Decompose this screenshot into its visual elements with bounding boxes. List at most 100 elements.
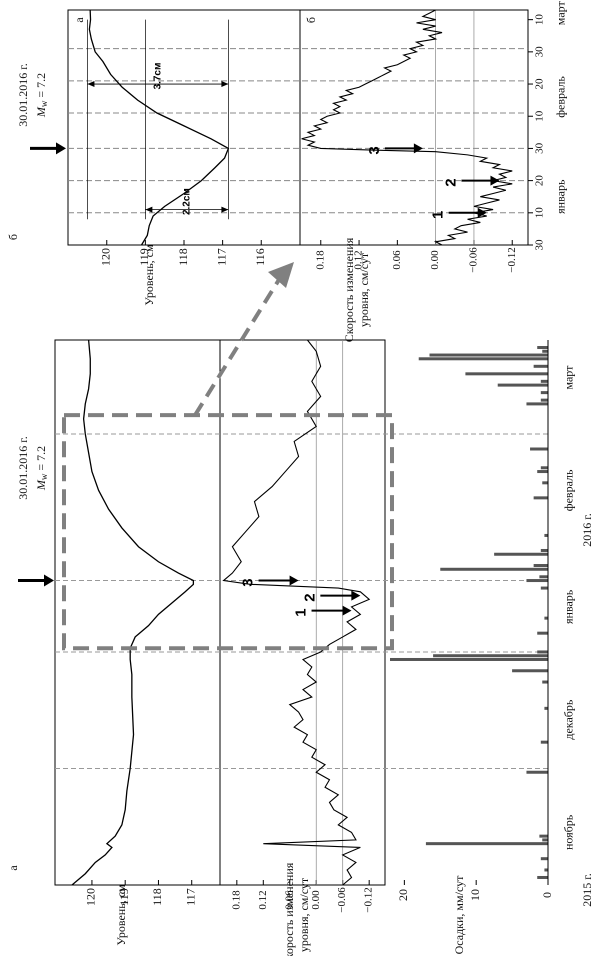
- precip-bar: [433, 654, 548, 658]
- b-event-arrowhead: [490, 175, 500, 186]
- precip-bar: [540, 466, 548, 470]
- b-level-axis-label: Уровень, см: [142, 244, 156, 306]
- precip-bar: [537, 875, 548, 879]
- b-dim-label: 2.2см: [182, 188, 193, 215]
- b-dim-arrowhead: [145, 206, 153, 213]
- precip-bar: [533, 564, 548, 568]
- precip-bar: [425, 842, 548, 846]
- precip-bar: [544, 533, 548, 537]
- rate-tick-label: 0.06: [283, 890, 295, 910]
- precip-bar: [537, 470, 548, 474]
- precip-bar: [512, 669, 548, 673]
- precip-bar: [542, 838, 548, 842]
- panel-b-letter: б: [6, 234, 20, 240]
- rate-tick-label: 0.18: [230, 890, 242, 910]
- precip-bar: [530, 447, 548, 451]
- b-rate-line: [301, 9, 513, 246]
- b-x-tick-label: 30: [534, 46, 546, 58]
- b-x-tick-label: 30: [534, 239, 546, 251]
- precip-tick-label: 0: [540, 892, 554, 898]
- b-event-arrow-label: 3: [366, 146, 383, 154]
- quake-magnitude-value: = 7.2: [34, 446, 48, 474]
- precip-bar: [537, 631, 548, 635]
- precip-bar: [526, 402, 548, 406]
- precip-axis-label: Осадки, мм/сут: [452, 875, 466, 955]
- precip-bar: [540, 740, 548, 744]
- level-line: [71, 339, 195, 886]
- level-tick-label: 118: [150, 888, 164, 906]
- b-level-tick-label: 120: [99, 248, 113, 266]
- b-rate-tick-label: 0.12: [353, 250, 365, 269]
- b-sub-letter-a: а: [72, 17, 86, 23]
- b-x-tick-label: 20: [534, 175, 546, 187]
- b-x-tick-label: 10: [534, 110, 546, 122]
- month-label: февраль: [562, 469, 576, 511]
- b-rate-axis-label-1: Скорость изменения: [342, 237, 356, 342]
- precip-bar: [497, 383, 548, 387]
- b-event-arrow-label: 2: [442, 178, 459, 186]
- precip-bar: [429, 353, 548, 357]
- b-level-tick-label: 119: [137, 248, 151, 266]
- b-rate-tick-label: 0.18: [314, 250, 326, 270]
- precip-bar: [542, 349, 548, 353]
- event-arrowhead: [342, 605, 352, 616]
- rate-tick-label: 0.12: [257, 890, 269, 909]
- rate-tick-label: −0.06: [336, 887, 348, 913]
- zoom-arrowhead: [268, 262, 294, 288]
- event-arrowhead: [289, 575, 299, 586]
- precip-bar: [418, 357, 548, 361]
- panel-a-letter: а: [6, 865, 20, 871]
- level-axis-label: Уровень, см: [114, 884, 128, 946]
- b-dim-arrowhead: [87, 81, 95, 88]
- b-x-tick-label: 30: [534, 142, 546, 154]
- precip-bar: [544, 616, 548, 620]
- zoom-arrow: [193, 276, 282, 417]
- b-quake-magnitude-value: = 7.2: [34, 73, 48, 101]
- level-tick-label: 117: [183, 888, 197, 906]
- b-sub-letter-b: б: [304, 17, 318, 23]
- b-level-tick-label: 118: [176, 248, 190, 266]
- precip-bar: [390, 657, 548, 661]
- event-arrow-label: 2: [301, 593, 318, 601]
- month-label: январь: [562, 589, 576, 624]
- precip-bar: [544, 706, 548, 710]
- event-arrowhead: [351, 590, 361, 601]
- precip-bar: [544, 868, 548, 872]
- b-dim-arrowhead: [221, 206, 229, 213]
- b-event-arrowhead: [413, 143, 423, 154]
- zoom-box: [62, 413, 394, 651]
- b-quake-magnitude-sub: w: [39, 100, 49, 107]
- event-arrow-label: 1: [292, 608, 309, 616]
- b-event-arrow-label: 1: [430, 211, 447, 219]
- b-quake-arrowhead: [56, 142, 66, 155]
- panel-b-frame: [67, 9, 529, 246]
- precip-bar: [533, 364, 548, 368]
- precip-bar: [542, 680, 548, 684]
- b-x-tick-label: 10: [534, 14, 546, 26]
- month-label: ноябрь: [562, 814, 576, 850]
- rate-axis-label-1: Скорость изменения: [282, 862, 296, 956]
- precip-bar: [540, 586, 548, 590]
- quake-date: 30.01.2016 г.: [16, 436, 30, 500]
- precip-bar: [540, 379, 548, 383]
- b-quake-magnitude: Mw = 7.2: [34, 73, 49, 118]
- rate-axis-label-2: уровня, см/сут: [297, 877, 311, 952]
- precip-tick-label: 20: [396, 889, 410, 901]
- b-rate-tick-label: −0.12: [506, 247, 518, 272]
- b-level-tick-label: 116: [253, 248, 267, 266]
- precip-bar: [540, 548, 548, 552]
- b-level-line: [88, 9, 230, 246]
- b-dim-arrowhead: [221, 81, 229, 88]
- event-arrow-label: 3: [240, 578, 257, 586]
- precip-bar: [533, 496, 548, 500]
- b-event-arrowhead: [477, 207, 487, 218]
- precip-bar: [440, 567, 548, 571]
- b-x-tick-label: 20: [534, 78, 546, 90]
- b-rate-tick-label: 0.06: [391, 250, 403, 270]
- precip-bar: [540, 857, 548, 861]
- precip-bar: [537, 650, 548, 654]
- month-label: декабрь: [562, 699, 576, 740]
- precip-bar: [526, 579, 548, 583]
